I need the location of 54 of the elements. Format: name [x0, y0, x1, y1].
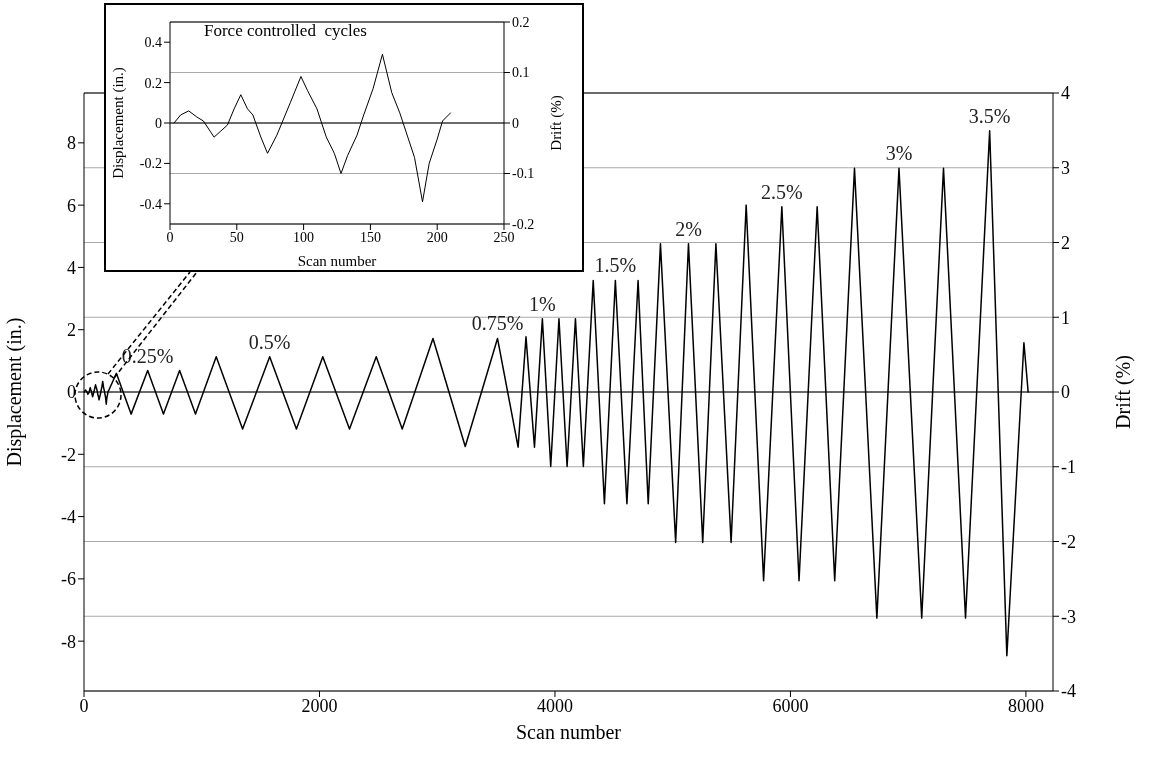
y-axis-title: Displacement (in.) — [3, 317, 27, 467]
x-tick-label: 2000 — [301, 695, 338, 716]
y2-axis-title: Drift (%) — [548, 95, 566, 151]
y2-tick-label: 4 — [1061, 83, 1070, 104]
y2-tick-label: 2 — [1061, 232, 1070, 253]
y-tick-label: -6 — [61, 569, 76, 590]
annotation: 2.5% — [761, 180, 803, 203]
y2-tick-label: 0 — [512, 115, 519, 131]
y-tick-label: 0.2 — [144, 75, 162, 91]
y2-tick-label: -2 — [1061, 531, 1076, 552]
annotation: 2% — [675, 217, 702, 240]
y-tick-label: 0 — [67, 382, 76, 403]
y2-tick-label: -0.1 — [512, 166, 535, 182]
x-tick-label: 100 — [293, 229, 315, 245]
y2-tick-label: -0.2 — [512, 216, 535, 232]
annotation: 3.5% — [968, 104, 1011, 127]
y-tick-label: -8 — [61, 631, 76, 652]
y-tick-label: 0 — [155, 115, 162, 131]
y-tick-label: 4 — [67, 257, 76, 278]
x-tick-label: 150 — [359, 229, 381, 245]
x-tick-label: 50 — [229, 229, 244, 245]
y2-tick-label: 3 — [1061, 158, 1070, 179]
x-tick-label: 0 — [166, 229, 174, 245]
y-tick-label: -2 — [61, 444, 76, 465]
x-tick-label: 6000 — [772, 695, 809, 716]
y-tick-label: 2 — [67, 320, 76, 341]
chart-title: Force controlled cycles — [204, 21, 367, 41]
y2-tick-label: 0.2 — [512, 14, 530, 30]
y2-tick-label: 0.1 — [512, 65, 530, 81]
annotation: 0.5% — [248, 330, 291, 353]
annotation: 0.75% — [471, 312, 524, 335]
y2-tick-label: 1 — [1061, 307, 1070, 328]
y-axis-title: Displacement (in.) — [110, 67, 128, 179]
x-tick-label: 8000 — [1007, 695, 1044, 716]
y2-tick-label: -1 — [1061, 457, 1076, 478]
x-tick-label: 4000 — [536, 695, 573, 716]
x-tick-label: 200 — [426, 229, 448, 245]
x-axis-title: Scan number — [297, 253, 377, 269]
y-tick-label: 8 — [67, 133, 76, 154]
x-axis-title: Scan number — [516, 721, 622, 743]
y2-axis-title: Drift (%) — [1112, 355, 1136, 429]
y-tick-label: 0.4 — [144, 35, 162, 51]
y-tick-label: 6 — [67, 195, 76, 216]
annotation: 1.5% — [594, 254, 637, 277]
y-tick-label: -0.2 — [139, 156, 162, 172]
annotation: 1% — [529, 292, 556, 315]
y2-tick-label: -3 — [1061, 606, 1076, 627]
y-tick-label: -4 — [61, 506, 76, 527]
annotation: 0.25% — [121, 344, 174, 367]
y2-tick-label: -4 — [1061, 681, 1076, 702]
y-tick-label: -0.4 — [139, 196, 162, 212]
annotation: 3% — [885, 142, 913, 165]
x-tick-label: 250 — [493, 229, 515, 245]
y2-tick-label: 0 — [1061, 382, 1070, 403]
